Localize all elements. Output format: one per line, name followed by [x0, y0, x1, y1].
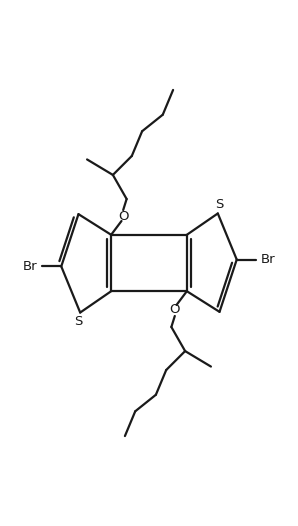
Text: S: S — [215, 198, 224, 211]
Text: Br: Br — [260, 253, 275, 266]
Text: O: O — [170, 302, 180, 316]
Text: S: S — [74, 315, 83, 328]
Text: Br: Br — [23, 260, 38, 273]
Text: O: O — [118, 210, 128, 224]
